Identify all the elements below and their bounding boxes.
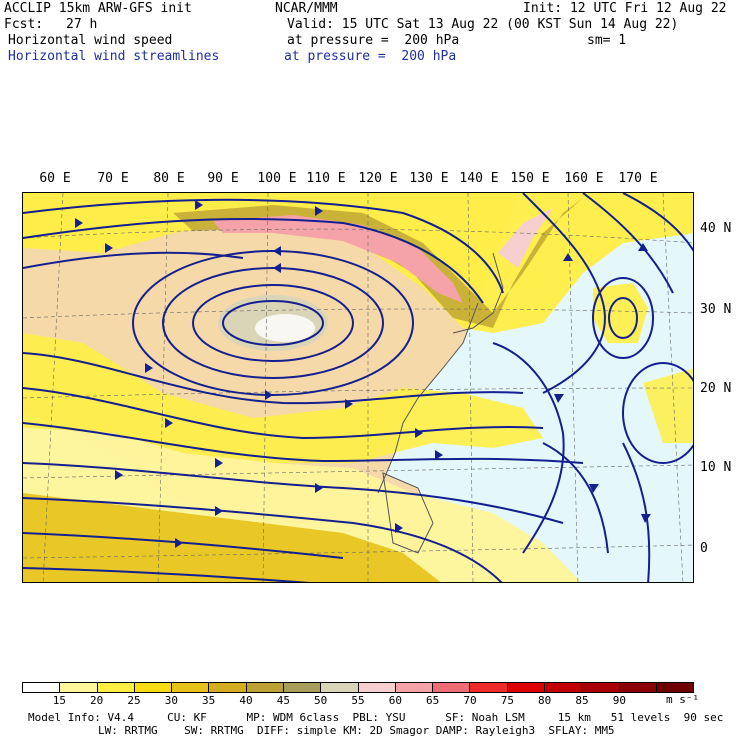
colorbar-label: 80 — [538, 694, 552, 707]
colorbar-label: 25 — [127, 694, 141, 707]
jet-core — [173, 198, 583, 328]
lon-label: 70 E — [97, 171, 129, 186]
colorbar-label: 75 — [500, 694, 514, 707]
lon-label: 120 E — [358, 171, 398, 186]
colorbar-label: 15 — [52, 694, 66, 707]
lon-label: 140 E — [459, 171, 499, 186]
lon-label: 160 E — [564, 171, 604, 186]
lat-label: 40 N — [700, 221, 732, 236]
init-time: Init: 12 UTC Fri 12 Aug 22 — [523, 1, 727, 16]
colorbar-label: 30 — [164, 694, 178, 707]
speed-band — [23, 493, 441, 582]
colorbar-label: 90 — [612, 694, 626, 707]
colorbar-swatch — [321, 683, 359, 692]
colorbar-swatch — [172, 683, 210, 692]
lon-label: 80 E — [153, 171, 185, 186]
anticyclone-core — [255, 314, 315, 342]
smoothing: sm= 1 — [587, 33, 627, 48]
lon-label: 170 E — [618, 171, 658, 186]
colorbar-units: m s⁻¹ — [666, 693, 700, 706]
colorbar-label: 65 — [426, 694, 440, 707]
speed-band — [643, 368, 693, 443]
colorbar-label: 55 — [351, 694, 365, 707]
colorbar-swatch — [246, 683, 284, 692]
forecast-hours: 27 h — [66, 17, 98, 32]
colorbar-swatch — [582, 683, 620, 692]
colorbar-swatch — [433, 683, 471, 692]
colorbar-label: 45 — [276, 694, 290, 707]
colorbar-swatch — [470, 683, 508, 692]
coastline — [377, 302, 479, 494]
wind-map-canvas — [23, 193, 693, 582]
speed-band — [23, 333, 543, 463]
field1-name: Horizontal wind speed — [8, 33, 173, 48]
colorbar-swatch — [544, 683, 583, 692]
colorbar-swatch — [395, 683, 434, 692]
lon-label: 60 E — [39, 171, 71, 186]
colorbar-swatch — [656, 683, 694, 692]
model-title: ACCLIP 15km ARW-GFS init — [4, 1, 192, 16]
lat-label: 20 N — [700, 381, 732, 396]
coastline — [382, 472, 434, 554]
colorbar-label: 60 — [388, 694, 402, 707]
streamline-arrows — [75, 200, 651, 548]
colorbar-label: 20 — [90, 694, 104, 707]
colorbar-swatch — [358, 683, 396, 692]
colorbar-label: 40 — [239, 694, 253, 707]
colorbar-swatch — [283, 683, 322, 692]
field2-level: at pressure = 200 hPa — [284, 49, 457, 64]
lon-label: 130 E — [409, 171, 449, 186]
lon-label: 110 E — [306, 171, 346, 186]
wind-map — [22, 192, 694, 583]
colorbar-label: 70 — [463, 694, 477, 707]
lon-label: 150 E — [510, 171, 550, 186]
lon-label: 90 E — [207, 171, 239, 186]
colorbar-swatch — [97, 683, 135, 692]
lon-label: 100 E — [257, 171, 297, 186]
center-label: NCAR/MMM — [275, 1, 338, 16]
lat-label: 0 — [700, 541, 708, 556]
field1-level: at pressure = 200 hPa — [287, 33, 460, 48]
colorbar-swatch — [209, 683, 247, 692]
colorbar — [22, 682, 694, 693]
model-info-line2: LW: RRTMG SW: RRTMG DIFF: simple KM: 2D … — [98, 724, 615, 737]
jet-max — [213, 215, 463, 303]
model-info-line1: Model Info: V4.4 CU: KF MP: WDM 6class P… — [28, 711, 724, 724]
forecast-label: Fcst: — [4, 17, 44, 32]
lat-label: 10 N — [700, 460, 732, 475]
colorbar-swatch — [23, 683, 61, 692]
jet-max — [498, 208, 553, 268]
coastline — [452, 252, 504, 334]
lat-label: 30 N — [700, 302, 732, 317]
field2-name: Horizontal wind streamlines — [8, 49, 220, 64]
colorbar-label: 50 — [314, 694, 328, 707]
colorbar-swatch — [134, 683, 173, 692]
valid-time: Valid: 15 UTC Sat 13 Aug 22 (00 KST Sun … — [287, 17, 679, 32]
colorbar-label: 35 — [202, 694, 216, 707]
colorbar-swatch — [507, 683, 545, 692]
colorbar-label: 85 — [575, 694, 589, 707]
colorbar-swatch — [619, 683, 657, 692]
colorbar-swatch — [60, 683, 98, 692]
